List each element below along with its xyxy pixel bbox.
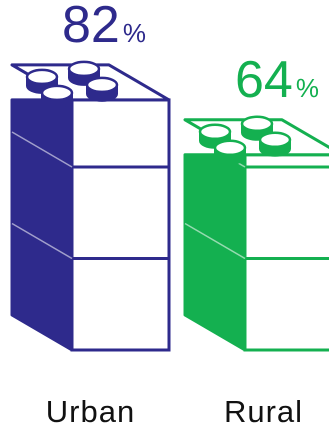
- stud-urban-3: [40, 84, 74, 110]
- category-label-urban: Urban: [46, 394, 135, 429]
- category-label-rural: Rural: [224, 394, 303, 429]
- stud-rural-2: [240, 115, 274, 141]
- bar-front-face-urban: [70, 98, 171, 352]
- brick-side-divider-rural-1: [184, 222, 246, 260]
- stud-rural-3: [213, 139, 247, 165]
- stud-urban-4: [85, 76, 119, 102]
- bar-rural: 64 % Rural: [183, 51, 329, 429]
- bar-urban: 82 % Urban: [10, 0, 171, 429]
- value-label-rural: 64%: [235, 51, 319, 109]
- value-number-urban: 82: [62, 0, 120, 54]
- value-label-urban: 82%: [62, 0, 146, 54]
- value-unit-rural: %: [296, 73, 319, 103]
- value-number-rural: 64: [235, 51, 293, 109]
- stud-rural-4: [258, 131, 292, 157]
- value-unit-urban: %: [123, 18, 146, 48]
- bar-front-face-rural: [243, 153, 329, 352]
- brick-side-divider-urban-1: [11, 222, 73, 260]
- brick-side-divider-urban-2: [11, 131, 73, 168]
